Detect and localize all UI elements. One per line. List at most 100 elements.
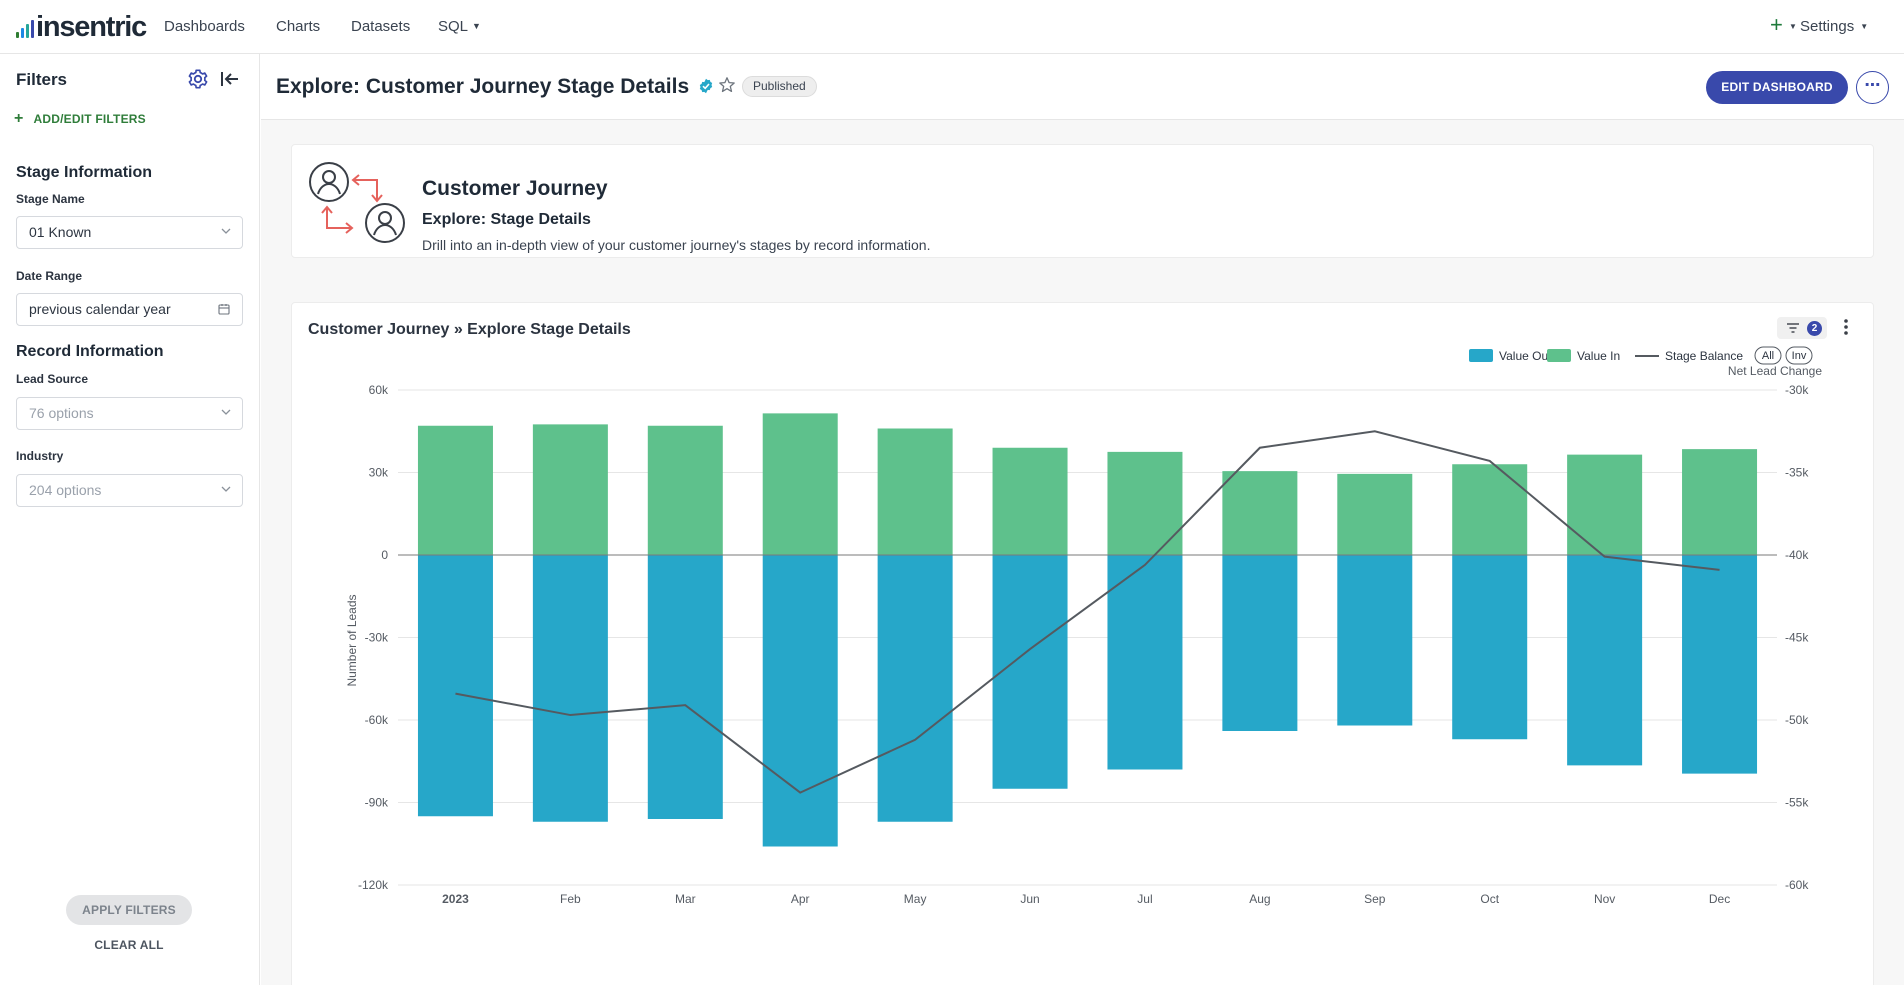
- gear-icon[interactable]: [187, 68, 209, 90]
- bar-value-in[interactable]: [532, 424, 608, 555]
- bar-value-out[interactable]: [647, 555, 723, 819]
- y-tick-label: 60k: [369, 383, 389, 397]
- plus-icon: +: [14, 110, 24, 127]
- add-new-button[interactable]: +: [1770, 12, 1783, 37]
- filter-count-badge: 2: [1807, 321, 1822, 336]
- y-tick-label: 30k: [369, 466, 389, 480]
- bar-value-out[interactable]: [1107, 555, 1183, 770]
- bar-value-out[interactable]: [1222, 555, 1298, 731]
- more-options-button[interactable]: ⋯: [1856, 71, 1889, 104]
- legend-inv-label: Inv: [1792, 350, 1807, 362]
- y-tick-label: -60k: [365, 713, 389, 727]
- bar-value-in[interactable]: [647, 425, 723, 555]
- legend-all-button[interactable]: [1754, 346, 1782, 365]
- chevron-down-icon: [221, 409, 231, 415]
- hero-description: Drill into an in-depth view of your cust…: [422, 237, 931, 253]
- date-range-picker[interactable]: previous calendar year: [16, 293, 243, 326]
- chart-filter-indicator[interactable]: 2: [1777, 317, 1827, 339]
- logo-bar-3: [26, 24, 29, 38]
- filter-sidebar: Filters + ADD/EDIT FILTERS Stage Informat…: [0, 54, 260, 985]
- y2-tick-label: -45k: [1785, 631, 1809, 645]
- nav-charts[interactable]: Charts: [276, 18, 321, 35]
- bar-value-out[interactable]: [1337, 555, 1413, 726]
- stage-details-chart: 60k -30k 30k -35k 0 -40k -30k -45k -60k -50k -90k -…: [345, 346, 1822, 906]
- bar-value-out[interactable]: [417, 555, 493, 817]
- calendar-icon: [218, 304, 230, 315]
- bar-value-in[interactable]: [1107, 451, 1183, 555]
- legend-item-value-in[interactable]: Value In: [1577, 349, 1620, 363]
- insentric-logo[interactable]: insentric: [16, 12, 147, 42]
- bar-value-in[interactable]: [1567, 454, 1643, 555]
- date-range-label: Date Range: [16, 269, 83, 283]
- edit-dashboard-button[interactable]: EDIT DASHBOARD: [1706, 71, 1848, 104]
- bar-value-out[interactable]: [1452, 555, 1528, 740]
- x-tick-label: Jun: [1020, 892, 1039, 906]
- y2-tick-label: -55k: [1785, 796, 1809, 810]
- bar-value-in[interactable]: [762, 413, 838, 555]
- legend-item-stage-balance[interactable]: Stage Balance: [1665, 349, 1743, 363]
- chart-card: Customer Journey » Explore Stage Details…: [291, 302, 1874, 985]
- y2-tick-label: -30k: [1785, 383, 1809, 397]
- clear-all-button[interactable]: CLEAR ALL: [94, 938, 164, 952]
- intro-card: Customer Journey Explore: Stage Details …: [291, 144, 1874, 258]
- bar-value-out[interactable]: [532, 555, 608, 822]
- bar-value-out[interactable]: [1567, 555, 1643, 766]
- bar-value-in[interactable]: [1222, 471, 1298, 555]
- bar-value-in[interactable]: [877, 428, 953, 556]
- chart-title: Customer Journey » Explore Stage Details: [308, 321, 631, 338]
- caret-down-icon: ▼: [472, 21, 481, 31]
- y2-tick-label: -60k: [1785, 878, 1809, 892]
- apply-filters-button[interactable]: APPLY FILTERS: [66, 895, 192, 925]
- bar-value-out[interactable]: [992, 555, 1068, 789]
- y2-axis-title: Net Lead Change: [1728, 364, 1822, 378]
- caret-down-icon[interactable]: ▼: [1789, 22, 1797, 31]
- bar-value-out[interactable]: [1682, 555, 1758, 774]
- legend-item-value-in-swatch[interactable]: [1547, 349, 1571, 362]
- nav-datasets[interactable]: Datasets: [351, 18, 411, 35]
- industry-select[interactable]: 204 options: [16, 474, 243, 507]
- y2-tick-label: -35k: [1785, 466, 1809, 480]
- chart-axes: 60k -30k 30k -35k 0 -40k -30k -45k -60k -50k -90k -…: [345, 364, 1822, 906]
- bar-value-in[interactable]: [1682, 449, 1758, 555]
- bar-value-in[interactable]: [1452, 464, 1528, 555]
- lead-source-select[interactable]: 76 options: [16, 397, 243, 430]
- x-tick-label: 2023: [442, 892, 469, 906]
- certified-icon: [699, 78, 713, 94]
- add-edit-filters-button[interactable]: + ADD/EDIT FILTERS: [14, 110, 146, 128]
- industry-placeholder: 204 options: [29, 482, 102, 498]
- y2-tick-label: -50k: [1785, 713, 1809, 727]
- y-axis-title: Number of Leads: [345, 594, 359, 686]
- nav-dashboards[interactable]: Dashboards: [164, 18, 245, 35]
- x-tick-label: Nov: [1594, 892, 1615, 906]
- settings-menu[interactable]: Settings ▼: [1800, 18, 1868, 35]
- x-tick-label: Apr: [791, 892, 810, 906]
- logo-bar-1: [16, 32, 19, 38]
- chart-menu-icon[interactable]: [1842, 317, 1850, 337]
- x-tick-label: Feb: [560, 892, 581, 906]
- x-tick-label: Jul: [1137, 892, 1152, 906]
- stage-name-select[interactable]: 01 Known: [16, 216, 243, 249]
- bar-value-in[interactable]: [1337, 473, 1413, 555]
- legend-inv-button[interactable]: [1785, 346, 1813, 365]
- stage-name-value: 01 Known: [29, 224, 92, 240]
- bar-value-out[interactable]: [762, 555, 838, 847]
- top-navigation: insentric Dashboards Charts Datasets SQL…: [0, 0, 1904, 54]
- collapse-sidebar-icon[interactable]: [219, 69, 241, 89]
- bar-value-in[interactable]: [992, 447, 1068, 555]
- star-icon[interactable]: [718, 76, 736, 94]
- caret-down-icon: ▼: [1860, 22, 1869, 31]
- dashboard-header: Explore: Customer Journey Stage Details …: [261, 54, 1904, 120]
- x-tick-label: Mar: [675, 892, 696, 906]
- record-information-heading: Record Information: [16, 343, 164, 360]
- legend-item-value-out[interactable]: Value Out: [1499, 349, 1552, 363]
- stage-information-heading: Stage Information: [16, 164, 153, 181]
- chevron-down-icon: [221, 228, 231, 234]
- chart-legend: Value Out Value In Stage Balance All Inv: [1469, 346, 1813, 365]
- logo-bars-icon: [16, 20, 34, 42]
- bar-value-out[interactable]: [877, 555, 953, 822]
- stage-balance-line[interactable]: [455, 430, 1720, 794]
- legend-item-value-out-swatch[interactable]: [1469, 349, 1493, 362]
- bar-value-in[interactable]: [417, 425, 493, 555]
- chevron-down-icon: [221, 486, 231, 492]
- nav-sql[interactable]: SQL ▼: [438, 18, 481, 35]
